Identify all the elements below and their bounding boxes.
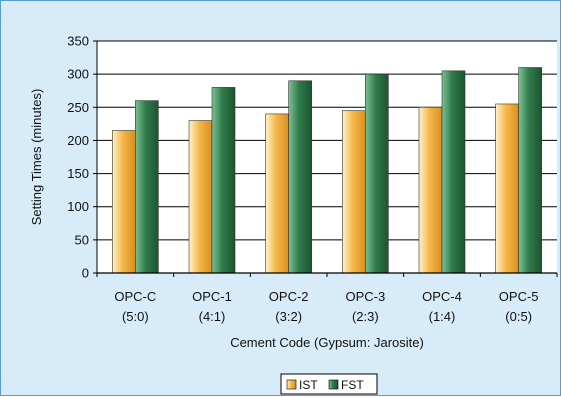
- y-axis-title: Setting Times (minutes): [29, 89, 44, 226]
- bar-fst: [135, 100, 159, 274]
- x-tick-label: OPC-3: [345, 289, 385, 304]
- bar-fst: [365, 73, 389, 274]
- x-tick-sublabel: (5:0): [122, 309, 149, 324]
- y-tick-label: 100: [67, 199, 89, 214]
- bar-ist: [342, 110, 366, 274]
- y-tick-label: 150: [67, 166, 89, 181]
- x-tick-label: OPC-C: [114, 289, 156, 304]
- x-tick-sublabel: (2:3): [352, 309, 379, 324]
- legend-label-fst: FST: [341, 378, 364, 392]
- x-axis-title: Cement Code (Gypsum: Jarosite): [230, 335, 424, 350]
- y-tick-label: 250: [67, 100, 89, 115]
- bar-ist: [418, 106, 443, 274]
- legend-label-ist: IST: [299, 378, 318, 392]
- legend: IST FST: [280, 373, 378, 395]
- y-tick-label: 0: [82, 266, 89, 281]
- x-tick-sublabel: (1:4): [429, 309, 456, 324]
- legend-swatch-fst: [328, 379, 339, 390]
- bar-ist: [188, 120, 213, 274]
- grid-layer: [97, 40, 557, 274]
- axis-layer: [93, 40, 558, 277]
- y-tick-label: 50: [75, 232, 89, 247]
- x-tick-label: OPC-1: [192, 289, 232, 304]
- legend-swatch-ist: [286, 379, 297, 390]
- x-tick-sublabel: (3:2): [275, 309, 302, 324]
- bar-fst: [518, 67, 542, 274]
- plot-area: [97, 41, 557, 273]
- x-tick-label: OPC-2: [269, 289, 309, 304]
- bar-ist: [112, 130, 136, 274]
- bar-fst: [211, 87, 236, 274]
- x-tick-label: OPC-5: [499, 289, 539, 304]
- y-tick-label: 300: [67, 67, 89, 82]
- label-layer: 0 50 100 150 200 250 300 350 OPC-C (5:0) OPC-1 (4:1…: [67, 34, 538, 325]
- x-tick-sublabel: (4:1): [199, 309, 226, 324]
- bar-ist: [495, 103, 519, 274]
- y-tick-label: 350: [67, 34, 89, 49]
- x-tick-sublabel: (0:5): [505, 309, 532, 324]
- bar-fst: [441, 70, 466, 274]
- y-tick-label: 200: [67, 133, 89, 148]
- bar-ist: [265, 113, 289, 274]
- bar-fst: [288, 80, 312, 274]
- x-tick-label: OPC-4: [422, 289, 462, 304]
